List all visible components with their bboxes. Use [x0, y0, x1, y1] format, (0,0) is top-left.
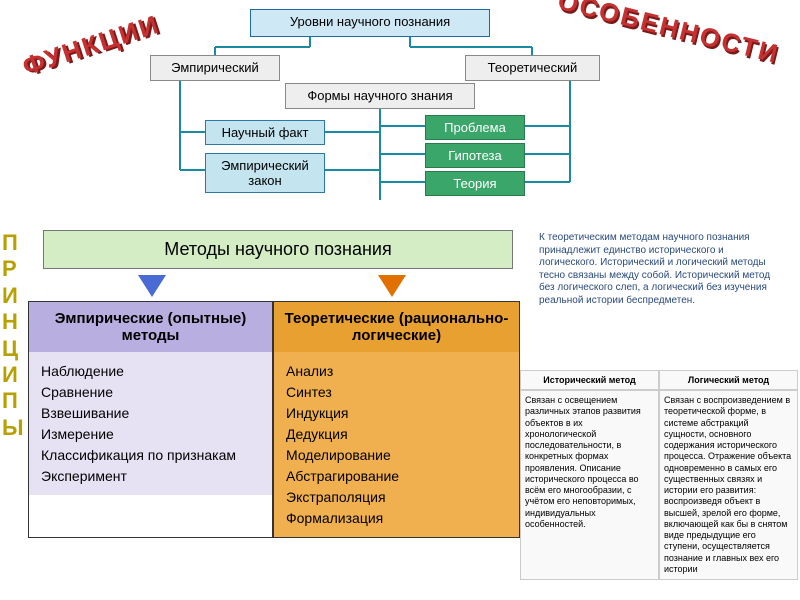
empirical-header: Эмпирические (опытные) методы	[29, 302, 272, 352]
empirical-column: Эмпирические (опытные) методы Наблюдение…	[28, 301, 273, 538]
node-root: Уровни научного познания	[250, 9, 490, 37]
node-forms: Формы научного знания	[285, 83, 475, 109]
list-item: Формализация	[286, 510, 507, 526]
table-cell-logical: Связан с воспроизведением в теоретическо…	[659, 390, 798, 580]
list-item: Наблюдение	[41, 363, 260, 379]
list-item: Моделирование	[286, 447, 507, 463]
list-item: Классификация по признакам	[41, 447, 260, 463]
theoretical-header: Теоретические (рационально-логические)	[274, 302, 519, 352]
arrow-left-icon	[138, 275, 166, 297]
node-empirical: Эмпирический	[150, 55, 280, 81]
node-hypothesis: Гипотеза	[425, 143, 525, 168]
list-item: Индукция	[286, 405, 507, 421]
table-header-historical: Исторический метод	[520, 370, 659, 390]
theoretical-body: Анализ Синтез Индукция Дедукция Моделировани…	[274, 352, 519, 537]
principles-label: ПРИНЦИПЫ	[2, 230, 24, 441]
list-item: Абстрагирование	[286, 468, 507, 484]
list-item: Сравнение	[41, 384, 260, 400]
node-theory: Теория	[425, 171, 525, 196]
node-problem: Проблема	[425, 115, 525, 140]
levels-chart: Уровни научного познания Эмпирический Те…	[110, 5, 670, 230]
method-comparison-table: Исторический метод Логический метод Связ…	[520, 370, 798, 580]
list-item: Синтез	[286, 384, 507, 400]
side-note: К теоретическим методам научного познани…	[535, 228, 785, 311]
empirical-body: Наблюдение Сравнение Взвешивание Измерение К…	[29, 352, 272, 495]
node-theoretical: Теоретический	[465, 55, 600, 81]
arrow-right-icon	[378, 275, 406, 297]
list-item: Экстраполяция	[286, 489, 507, 505]
chart-connectors	[110, 5, 670, 230]
node-fact: Научный факт	[205, 120, 325, 145]
table-header-logical: Логический метод	[659, 370, 798, 390]
list-item: Измерение	[41, 426, 260, 442]
list-item: Взвешивание	[41, 405, 260, 421]
table-cell-historical: Связан с освещением различных этапов раз…	[520, 390, 659, 580]
list-item: Анализ	[286, 363, 507, 379]
list-item: Эксперимент	[41, 468, 260, 484]
list-item: Дедукция	[286, 426, 507, 442]
methods-title: Методы научного познания	[43, 230, 513, 269]
node-emp-law: Эмпирический закон	[205, 153, 325, 193]
theoretical-column: Теоретические (рационально-логические) А…	[273, 301, 520, 538]
